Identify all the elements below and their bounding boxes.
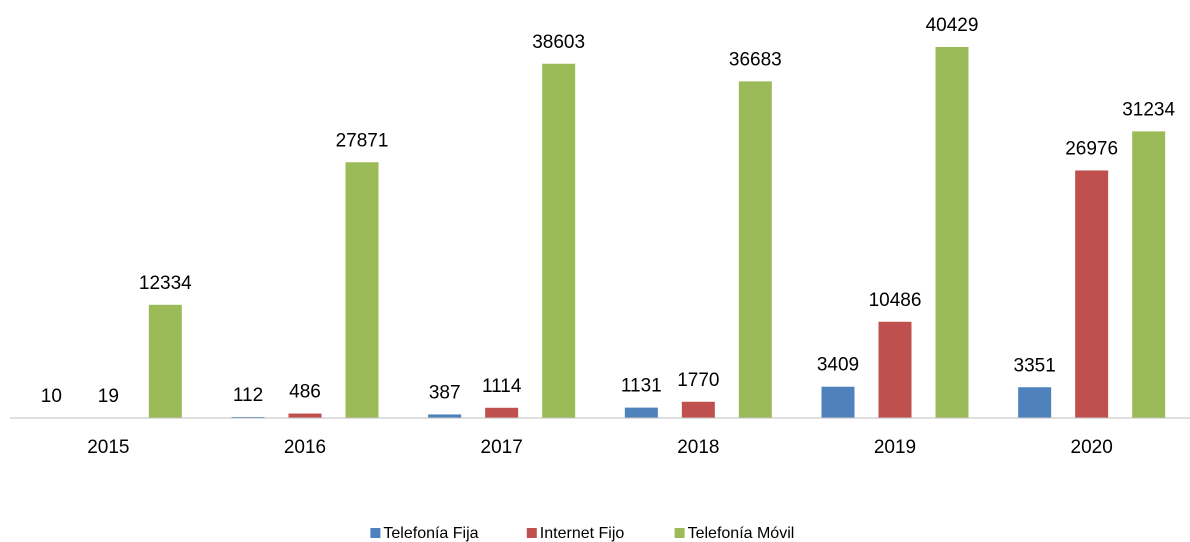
data-label: 387 bbox=[429, 382, 461, 403]
legend-label: Internet Fijo bbox=[540, 525, 625, 542]
data-label: 36683 bbox=[729, 49, 782, 70]
data-label: 26976 bbox=[1065, 138, 1118, 159]
bar bbox=[1018, 387, 1052, 418]
x-tick-label: 2020 bbox=[1071, 437, 1113, 458]
data-label: 3351 bbox=[1014, 355, 1056, 376]
data-label: 10 bbox=[41, 386, 62, 407]
bar bbox=[624, 407, 658, 418]
data-label: 1131 bbox=[621, 376, 662, 397]
bar bbox=[1132, 131, 1166, 418]
bar bbox=[681, 401, 715, 418]
x-tick-label: 2018 bbox=[677, 437, 719, 458]
data-label: 31234 bbox=[1122, 99, 1175, 120]
legend-swatch bbox=[526, 528, 537, 538]
data-label: 3409 bbox=[817, 355, 859, 376]
x-tick-label: 2019 bbox=[874, 437, 916, 458]
bar bbox=[738, 81, 772, 418]
data-label: 112 bbox=[233, 385, 263, 406]
data-label: 1770 bbox=[677, 370, 719, 391]
bar bbox=[878, 321, 912, 418]
bar bbox=[935, 47, 969, 418]
legend-label: Telefonía Móvil bbox=[688, 525, 795, 542]
legend-swatch bbox=[370, 528, 381, 538]
data-label: 38603 bbox=[532, 32, 585, 53]
data-label: 40429 bbox=[926, 15, 979, 36]
bar bbox=[148, 304, 182, 418]
x-tick-label: 2015 bbox=[87, 437, 129, 458]
bar bbox=[345, 162, 379, 418]
bar bbox=[542, 63, 576, 418]
bar bbox=[288, 413, 322, 418]
legend-swatch bbox=[674, 528, 685, 538]
bar bbox=[1075, 170, 1109, 418]
x-tick-label: 2016 bbox=[284, 437, 326, 458]
bar bbox=[231, 416, 265, 418]
data-label: 10486 bbox=[869, 290, 922, 311]
data-label: 19 bbox=[98, 386, 119, 407]
bar bbox=[485, 407, 519, 418]
bar bbox=[428, 414, 462, 418]
data-label: 27871 bbox=[336, 130, 389, 151]
x-tick-label: 2017 bbox=[481, 437, 523, 458]
data-label: 486 bbox=[289, 382, 321, 403]
bar bbox=[821, 386, 855, 418]
data-label: 12334 bbox=[139, 273, 192, 294]
data-label: 1114 bbox=[482, 376, 522, 397]
legend-label: Telefonía Fija bbox=[383, 525, 478, 542]
